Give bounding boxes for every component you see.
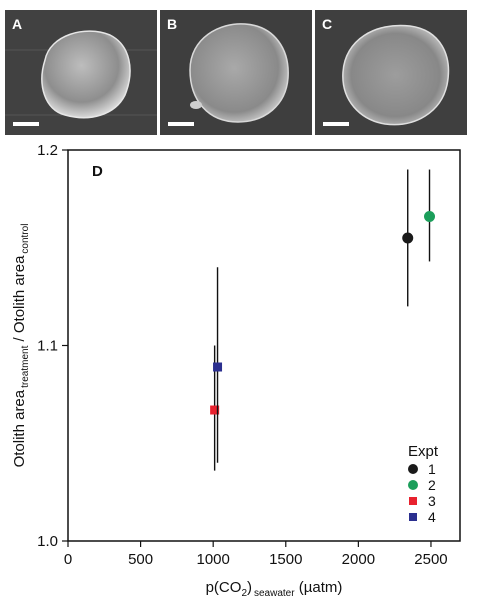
x-tick-label: 0 bbox=[64, 551, 72, 568]
legend-title: Expt bbox=[408, 443, 439, 460]
x-tick-label: 1500 bbox=[269, 551, 302, 568]
panel-letter: B bbox=[167, 16, 178, 32]
scatter-chart: D 0 500 1000 1500 2000 2500 1.0 1.1 1.2 Expt123… bbox=[11, 142, 461, 599]
scale-bar bbox=[13, 122, 39, 126]
scale-bar bbox=[168, 122, 194, 126]
data-point-3 bbox=[210, 405, 220, 415]
otolith-image-b bbox=[160, 10, 312, 135]
legend-label: 1 bbox=[428, 461, 436, 477]
otolith-image-a bbox=[5, 10, 157, 135]
data-points bbox=[210, 169, 436, 471]
panel-letter: A bbox=[12, 16, 23, 32]
legend-marker-3 bbox=[409, 497, 417, 505]
legend-marker-2 bbox=[408, 480, 418, 490]
legend-label: 4 bbox=[428, 509, 436, 525]
legend-label: 3 bbox=[428, 493, 436, 509]
y-tick-label: 1.1 bbox=[37, 338, 58, 355]
y-tick-label: 1.0 bbox=[37, 533, 58, 550]
y-axis-label: Otolith areatreatment / Otolith areacont… bbox=[11, 224, 31, 468]
plot-frame bbox=[67, 149, 461, 542]
legend-label: 2 bbox=[428, 477, 436, 493]
x-tick-label: 1000 bbox=[196, 551, 229, 568]
scale-bar bbox=[323, 122, 349, 126]
x-axis-label: p(CO2) seawater (µatm) bbox=[206, 579, 343, 599]
micrograph-panel-b: B bbox=[160, 10, 312, 135]
micrograph-panel-a: A bbox=[5, 10, 157, 135]
y-axis: 1.0 1.1 1.2 bbox=[37, 142, 68, 550]
legend-marker-1 bbox=[408, 464, 418, 474]
data-point-1 bbox=[402, 232, 414, 244]
x-tick-label: 500 bbox=[128, 551, 153, 568]
y-tick-label: 1.2 bbox=[37, 142, 58, 159]
x-axis: 0 500 1000 1500 2000 2500 bbox=[64, 541, 448, 568]
panel-letter: C bbox=[322, 16, 333, 32]
data-point-2 bbox=[424, 210, 436, 222]
otolith-image-c bbox=[315, 10, 467, 135]
data-point-4 bbox=[213, 362, 223, 372]
panel-letter-d: D bbox=[92, 163, 103, 180]
x-tick-label: 2500 bbox=[414, 551, 447, 568]
legend-marker-4 bbox=[409, 513, 417, 521]
x-tick-label: 2000 bbox=[342, 551, 375, 568]
micrograph-panel-c: C bbox=[315, 10, 467, 135]
